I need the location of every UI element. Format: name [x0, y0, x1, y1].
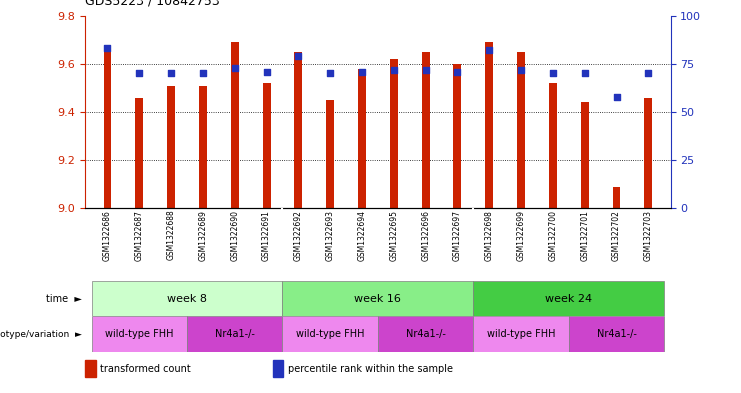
Bar: [613, 187, 620, 208]
Bar: [473, 281, 664, 316]
Bar: [390, 59, 398, 208]
Bar: [581, 103, 588, 208]
Point: [165, 70, 177, 77]
Point: [197, 70, 209, 77]
Text: week 8: week 8: [167, 294, 207, 304]
Point: [611, 94, 622, 100]
Bar: [282, 316, 378, 352]
Text: percentile rank within the sample: percentile rank within the sample: [288, 364, 453, 374]
Text: GSM1322700: GSM1322700: [548, 210, 557, 261]
Text: GSM1322688: GSM1322688: [167, 210, 176, 261]
Point: [642, 70, 654, 77]
Bar: [230, 42, 239, 208]
Bar: [294, 52, 302, 208]
Bar: [104, 45, 111, 208]
Point: [419, 66, 431, 73]
Text: GSM1322686: GSM1322686: [103, 210, 112, 261]
Bar: [569, 316, 664, 352]
Text: wild-type FHH: wild-type FHH: [487, 329, 555, 339]
Text: GSM1322693: GSM1322693: [326, 210, 335, 261]
Bar: [645, 97, 652, 208]
Text: GSM1322695: GSM1322695: [389, 210, 399, 261]
Bar: [136, 97, 143, 208]
Bar: [282, 281, 473, 316]
Text: GSM1322702: GSM1322702: [612, 210, 621, 261]
Text: Nr4a1-/-: Nr4a1-/-: [597, 329, 637, 339]
Text: GDS5223 / 10842753: GDS5223 / 10842753: [85, 0, 220, 8]
Point: [102, 45, 113, 51]
Text: GSM1322701: GSM1322701: [580, 210, 589, 261]
Bar: [453, 64, 462, 208]
Point: [515, 66, 527, 73]
Point: [133, 70, 145, 77]
Bar: [187, 316, 282, 352]
Bar: [262, 83, 270, 208]
Text: GSM1322703: GSM1322703: [644, 210, 653, 261]
Bar: [326, 100, 334, 208]
Text: GSM1322690: GSM1322690: [230, 210, 239, 261]
Text: week 16: week 16: [354, 294, 402, 304]
Bar: [92, 316, 187, 352]
Bar: [92, 281, 282, 316]
Point: [547, 70, 559, 77]
Text: wild-type FHH: wild-type FHH: [105, 329, 173, 339]
Text: GSM1322687: GSM1322687: [135, 210, 144, 261]
Point: [579, 70, 591, 77]
Text: GSM1322698: GSM1322698: [485, 210, 494, 261]
Point: [325, 70, 336, 77]
Bar: [517, 52, 525, 208]
Text: GSM1322699: GSM1322699: [516, 210, 525, 261]
Bar: [485, 42, 494, 208]
Point: [293, 53, 305, 59]
Text: genotype/variation  ►: genotype/variation ►: [0, 330, 82, 338]
Text: GSM1322692: GSM1322692: [294, 210, 303, 261]
Text: GSM1322691: GSM1322691: [262, 210, 271, 261]
Point: [451, 68, 463, 75]
Bar: [549, 83, 557, 208]
Bar: [422, 52, 430, 208]
Point: [229, 64, 241, 71]
Text: week 24: week 24: [545, 294, 592, 304]
Bar: [473, 316, 569, 352]
Text: GSM1322696: GSM1322696: [421, 210, 430, 261]
Text: Nr4a1-/-: Nr4a1-/-: [405, 329, 445, 339]
Bar: [167, 86, 175, 208]
Bar: [85, 360, 96, 377]
Bar: [358, 69, 366, 208]
Text: GSM1322697: GSM1322697: [453, 210, 462, 261]
Bar: [378, 316, 473, 352]
Text: wild-type FHH: wild-type FHH: [296, 329, 365, 339]
Point: [388, 66, 399, 73]
Point: [356, 68, 368, 75]
Point: [483, 47, 495, 53]
Text: time  ►: time ►: [46, 294, 82, 304]
Text: GSM1322689: GSM1322689: [199, 210, 207, 261]
Bar: [199, 86, 207, 208]
Bar: [273, 360, 283, 377]
Text: transformed count: transformed count: [101, 364, 191, 374]
Text: GSM1322694: GSM1322694: [357, 210, 367, 261]
Point: [261, 68, 273, 75]
Text: Nr4a1-/-: Nr4a1-/-: [215, 329, 255, 339]
